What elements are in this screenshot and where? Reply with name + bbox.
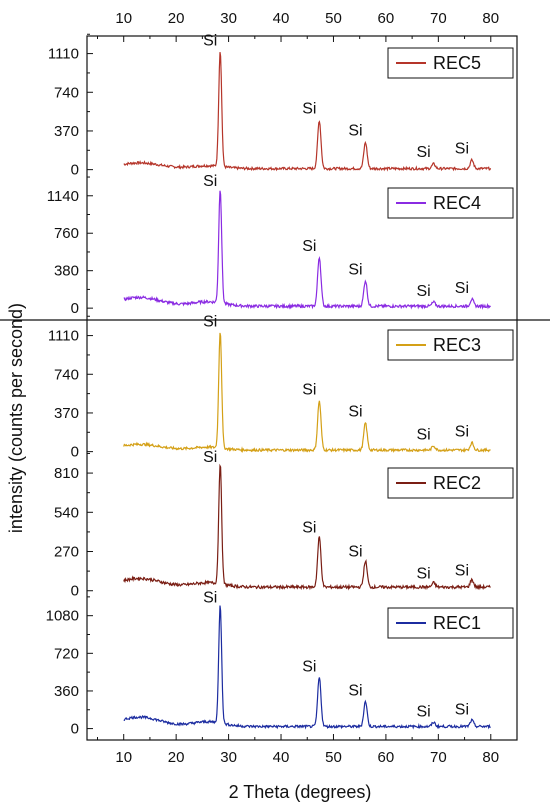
- x-tick-label-top: 70: [430, 10, 447, 27]
- peak-label-si: Si: [203, 314, 217, 331]
- peak-label-si: Si: [417, 565, 431, 582]
- y-tick-label: 1080: [46, 608, 79, 625]
- x-tick-label-bottom: 70: [430, 749, 447, 766]
- y-tick-label: 380: [54, 263, 79, 280]
- y-tick-label: 0: [71, 583, 79, 600]
- peak-label-si: Si: [203, 173, 217, 190]
- x-tick-label-top: 60: [378, 10, 395, 27]
- y-tick-label: 370: [54, 123, 79, 140]
- y-tick-label: 1110: [48, 46, 79, 63]
- x-tick-label-top: 30: [220, 10, 237, 27]
- x-tick-label-bottom: 20: [168, 749, 185, 766]
- y-axis-title: intensity (counts per second): [6, 303, 26, 533]
- x-axis-title: 2 Theta (degrees): [229, 782, 372, 802]
- peak-label-si: Si: [203, 449, 217, 466]
- peak-label-si: Si: [455, 701, 469, 718]
- y-tick-label: 0: [71, 721, 79, 738]
- panel-rec5: 0 370 740 1110 Si Si Si Si Si REC5: [48, 33, 514, 179]
- y-tick-label: 360: [54, 683, 79, 700]
- axis-layer: 10 10 20 20 30 30 40 40 50 50 60 60 70 70 80 80: [96, 10, 518, 766]
- y-tick-label: 270: [54, 544, 79, 561]
- peak-label-si: Si: [203, 33, 217, 50]
- legend-label: REC4: [433, 193, 481, 213]
- x-tick-label-top: 10: [115, 10, 132, 27]
- panel-rec3: 0 370 740 1110 Si Si Si Si Si REC3: [48, 314, 514, 461]
- y-tick-label: 760: [54, 225, 79, 242]
- frame-layer: [0, 35, 550, 741]
- y-tick-label: 0: [71, 300, 79, 317]
- peak-label-si: Si: [348, 262, 362, 279]
- peak-label-si: Si: [455, 280, 469, 297]
- series-line-rec2: [123, 463, 491, 591]
- peak-label-si: Si: [417, 144, 431, 161]
- legend-label: REC2: [433, 473, 481, 493]
- y-tick-label: 1110: [48, 328, 79, 345]
- y-tick-label: 0: [71, 162, 79, 179]
- x-tick-label-bottom: 60: [378, 749, 395, 766]
- y-tick-label: 1140: [47, 188, 79, 205]
- x-tick-label-top: 40: [273, 10, 290, 27]
- y-tick-label: 740: [54, 84, 79, 101]
- legend-label: REC5: [433, 53, 481, 73]
- legend-label: REC1: [433, 613, 481, 633]
- peak-label-si: Si: [455, 562, 469, 579]
- peak-label-si: Si: [417, 703, 431, 720]
- peak-label-si: Si: [203, 589, 217, 606]
- peak-label-si: Si: [302, 520, 316, 537]
- peak-label-si: Si: [348, 544, 362, 561]
- peak-label-si: Si: [417, 283, 431, 300]
- peak-label-si: Si: [455, 423, 469, 440]
- peak-label-si: Si: [348, 403, 362, 420]
- x-tick-label-top: 50: [325, 10, 342, 27]
- panel-rec4: 0 380 760 1140 Si Si Si Si Si REC4: [47, 173, 514, 317]
- series-line-rec3: [123, 332, 491, 454]
- panel-rec1: 0 360 720 1080 Si Si Si Si Si REC1: [46, 589, 514, 738]
- peak-label-si: Si: [302, 238, 316, 255]
- peak-label-si: Si: [348, 123, 362, 140]
- panels-layer: 0 370 740 1110 Si Si Si Si Si REC5 0 380 760 1140 Si Si…: [46, 33, 514, 738]
- peak-label-si: Si: [302, 382, 316, 399]
- series-line-rec4: [123, 190, 491, 310]
- peak-label-si: Si: [417, 426, 431, 443]
- y-tick-label: 540: [54, 504, 79, 521]
- y-tick-label: 740: [54, 366, 79, 383]
- peak-label-si: Si: [302, 658, 316, 675]
- x-tick-label-bottom: 10: [115, 749, 132, 766]
- legend-label: REC3: [433, 335, 481, 355]
- panel-rec2: 0 270 540 810 Si Si Si Si Si REC2: [54, 449, 514, 600]
- plot-frame: [86, 35, 518, 741]
- x-tick-label-bottom: 40: [273, 749, 290, 766]
- peak-label-si: Si: [348, 683, 362, 700]
- x-tick-label-top: 20: [168, 10, 185, 27]
- y-tick-label: 370: [54, 405, 79, 422]
- y-tick-label: 0: [71, 444, 79, 461]
- series-line-rec5: [123, 52, 492, 172]
- x-tick-label-top: 80: [482, 10, 499, 27]
- peak-label-si: Si: [302, 101, 316, 118]
- x-tick-label-bottom: 80: [482, 749, 499, 766]
- y-tick-label: 720: [54, 645, 79, 662]
- x-tick-label-bottom: 30: [220, 749, 237, 766]
- y-tick-label: 810: [54, 465, 79, 482]
- peak-label-si: Si: [455, 140, 469, 157]
- series-line-rec1: [123, 605, 491, 730]
- x-tick-label-bottom: 50: [325, 749, 342, 766]
